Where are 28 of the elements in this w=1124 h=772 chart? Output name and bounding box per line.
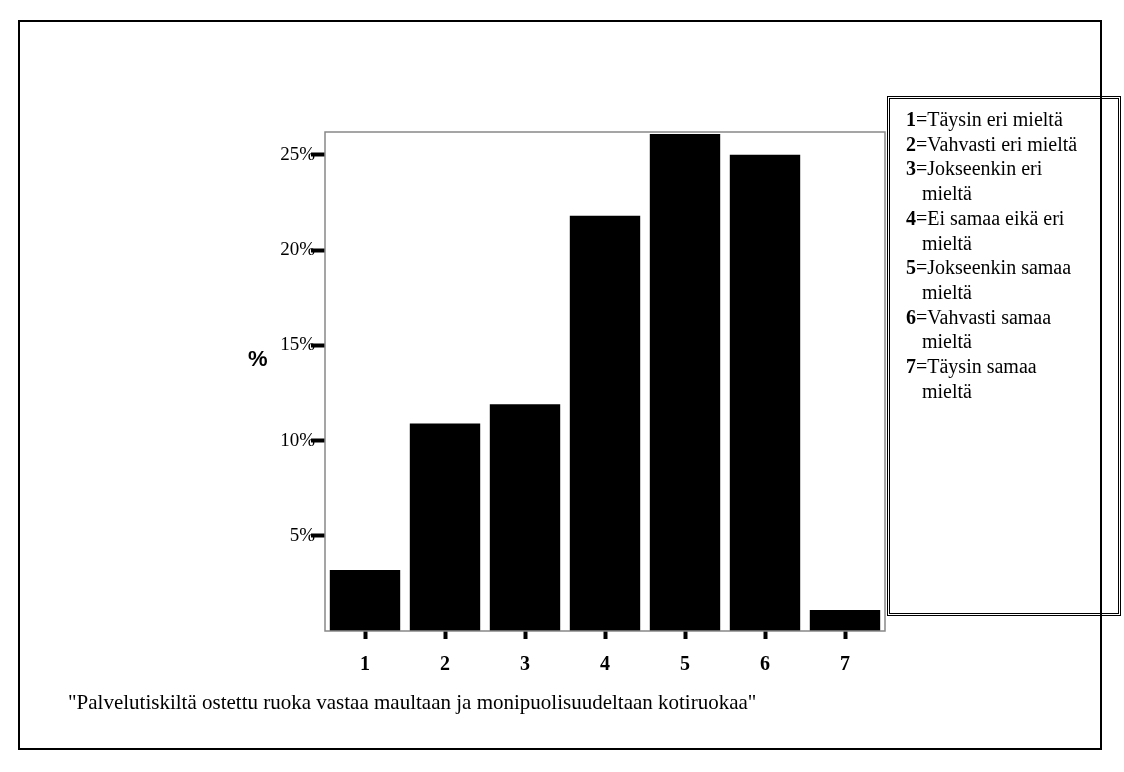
text: 3=Jokseenkin eri mieltä	[906, 156, 1044, 206]
bar	[489, 404, 561, 631]
text: 7=Täysin samaa mieltä	[906, 354, 1038, 404]
text: 6=Vahvasti samaa mieltä	[906, 304, 1053, 355]
y-tick-label: 10%	[280, 428, 316, 450]
x-tick-label: 3	[520, 652, 530, 675]
text: 2=Vahvasti eri mieltä	[906, 131, 1078, 157]
bar	[809, 610, 881, 631]
y-axis-title: %	[248, 346, 268, 372]
y-tick-label: 15%	[280, 333, 316, 355]
x-tick-label: 2	[440, 652, 450, 675]
text: "Palvelutiskiltä ostettu ruoka vastaa maultaan ja monipuolisuudeltaan kotiruokaa"	[68, 690, 757, 715]
y-tick-label: 20%	[280, 238, 316, 260]
x-tick-label: 1	[360, 652, 370, 675]
bar	[649, 133, 721, 631]
x-tick-label: 6	[760, 652, 770, 675]
x-tick-label: 5	[680, 652, 690, 675]
text: 1=Täysin eri mieltä	[906, 107, 1064, 132]
x-tick-label: 4	[600, 652, 610, 675]
y-tick-label: 25%	[280, 142, 316, 164]
y-tick-label: 5%	[289, 523, 316, 545]
bar	[329, 570, 401, 631]
x-tick-label: 7	[840, 652, 850, 675]
bar	[569, 215, 641, 631]
text: 4=Ei samaa eikä eri mieltä	[906, 205, 1066, 256]
bar	[409, 423, 481, 631]
text: 5=Jokseenkin samaa mieltä	[906, 255, 1073, 305]
bar	[729, 154, 801, 631]
